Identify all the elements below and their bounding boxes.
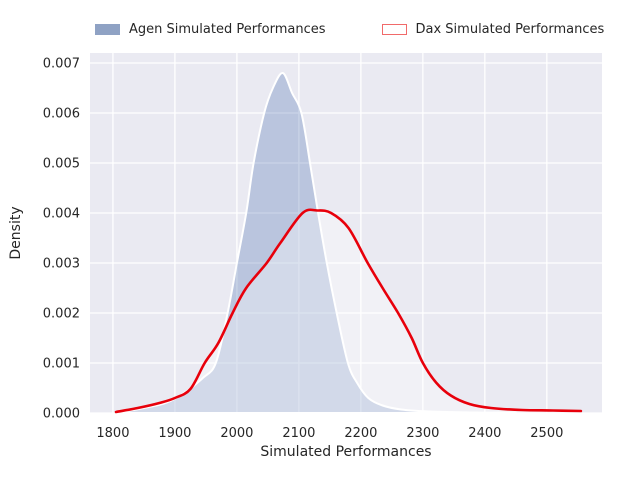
legend-item-dax: Dax Simulated Performances — [381, 22, 605, 37]
legend-label-agen: Agen Simulated Performances — [129, 22, 326, 37]
x-tick-label: 2300 — [406, 426, 439, 441]
x-tick-label: 2500 — [530, 426, 563, 441]
x-tick-label: 2400 — [468, 426, 501, 441]
y-tick-label: 0.002 — [43, 307, 80, 322]
legend-label-dax: Dax Simulated Performances — [415, 22, 605, 37]
dax-kde-fill — [116, 209, 581, 413]
dax-kde-line — [114, 208, 583, 414]
y-tick-label: 0.007 — [43, 57, 80, 72]
dax-outline-swatch-icon — [381, 24, 407, 35]
x-tick-label: 2000 — [220, 426, 253, 441]
x-tick-label: 2200 — [344, 426, 377, 441]
x-tick-label: 2100 — [282, 426, 315, 441]
y-tick-label: 0.006 — [43, 107, 80, 122]
series-layer — [114, 72, 583, 414]
x-axis-label: Simulated Performances — [260, 444, 431, 460]
tick-labels-layer: 1800 1900 2000 2100 2200 2300 2400 2500 0.000 0.0… — [43, 57, 564, 442]
x-tick-label: 1900 — [158, 426, 191, 441]
x-tick-label: 1800 — [96, 426, 129, 441]
y-axis-label: Density — [8, 206, 24, 259]
y-tick-label: 0.005 — [43, 157, 80, 172]
y-tick-label: 0.001 — [43, 357, 80, 372]
legend-item-agen: Agen Simulated Performances — [95, 22, 326, 37]
legend: Agen Simulated Performances Dax Simulate… — [95, 22, 604, 37]
y-tick-label: 0.004 — [43, 207, 80, 222]
y-tick-label: 0.003 — [43, 257, 80, 272]
agen-kde-area — [121, 72, 517, 414]
agen-filled-swatch-icon — [95, 24, 120, 35]
y-tick-label: 0.000 — [43, 407, 80, 422]
